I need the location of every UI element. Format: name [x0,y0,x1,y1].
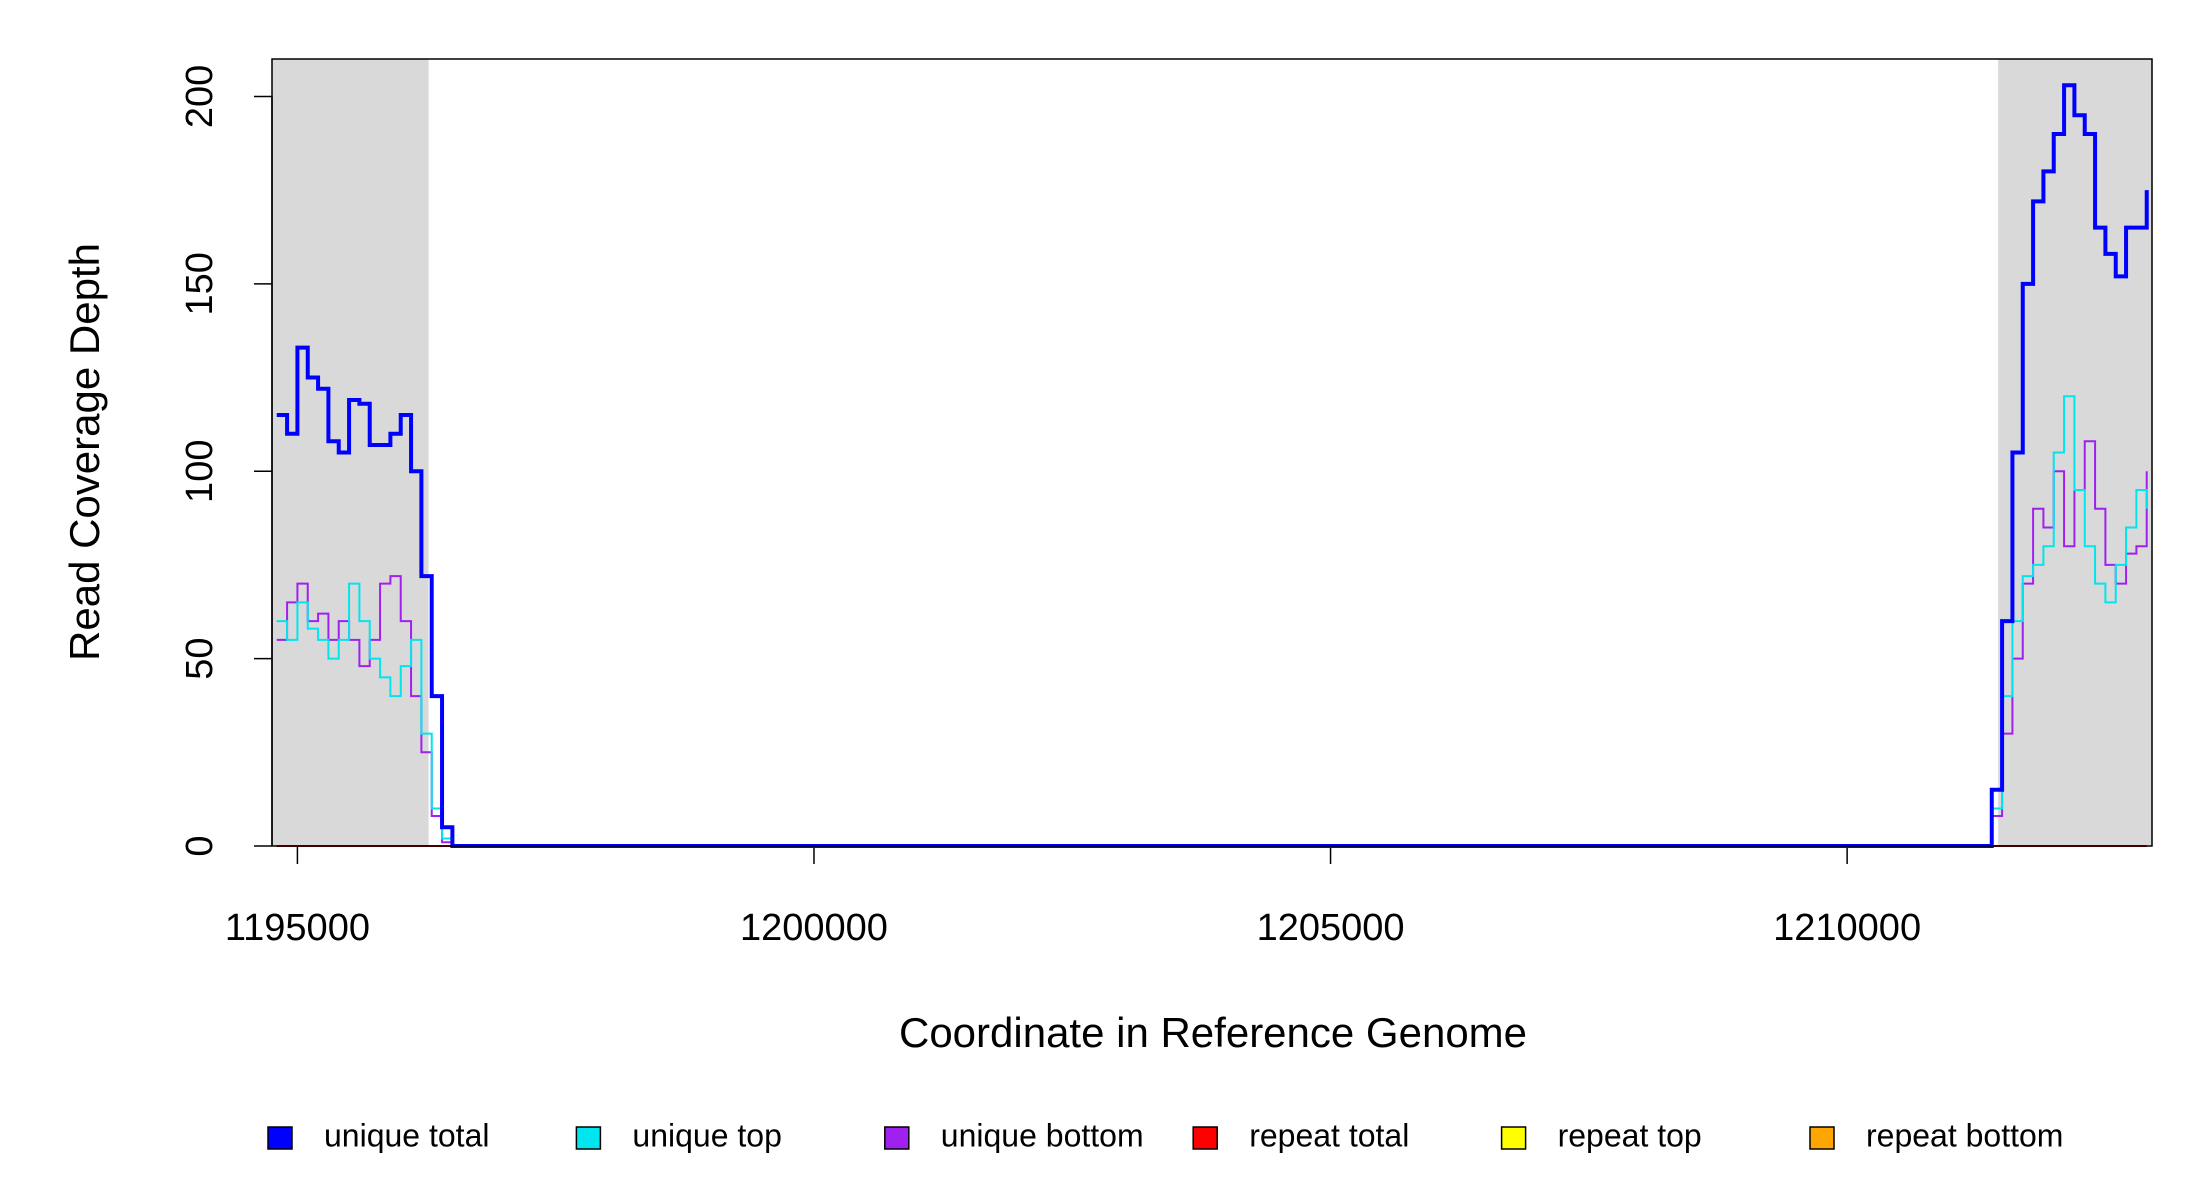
x-axis-title: Coordinate in Reference Genome [899,1009,1527,1056]
x-tick-label: 1210000 [1773,907,1921,949]
y-tick-label: 50 [179,637,221,679]
series-line [276,83,2149,848]
x-tick-label: 1195000 [225,907,370,949]
y-tick-label: 150 [179,252,221,315]
legend-swatch [575,1126,602,1150]
y-tick-label: 100 [179,440,221,503]
legend-swatch [1192,1126,1218,1150]
legend-label: unique total [324,1117,489,1153]
series-line [276,395,2148,847]
series-line [276,440,2148,847]
x-tick-label: 1205000 [1257,907,1405,949]
plot-frame [271,58,2153,847]
legend-label: repeat top [1558,1117,1702,1153]
y-axis-title: Read Coverage Depth [61,243,108,661]
legend-label: unique top [632,1117,781,1153]
legend-swatch [267,1126,293,1150]
legend-swatch [884,1126,910,1150]
legend-swatch [1500,1126,1527,1150]
y-tick-label: 0 [179,835,221,856]
legend-swatch [1809,1126,1835,1150]
legend-label: unique bottom [941,1117,1144,1153]
legend-label: repeat bottom [1866,1117,2063,1153]
y-tick-label: 200 [179,65,221,128]
x-tick-label: 1200000 [740,907,888,949]
legend-label: repeat total [1249,1117,1409,1153]
